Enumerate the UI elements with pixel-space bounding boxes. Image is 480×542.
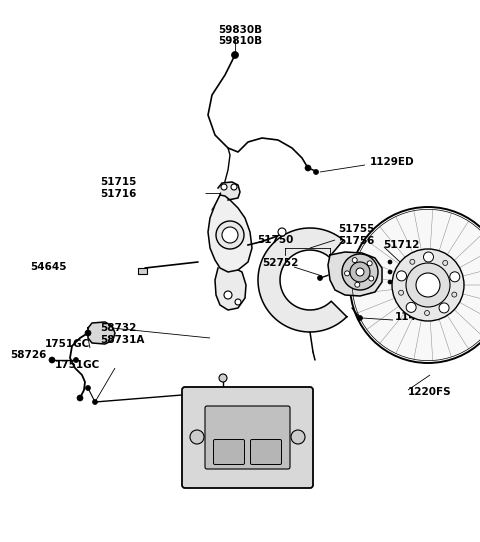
Circle shape: [224, 291, 232, 299]
Circle shape: [452, 292, 457, 297]
Circle shape: [443, 261, 448, 266]
Circle shape: [439, 303, 449, 313]
Circle shape: [235, 299, 241, 305]
Text: 59830B
59810B: 59830B 59810B: [218, 25, 262, 46]
Circle shape: [85, 385, 91, 390]
Polygon shape: [328, 252, 382, 296]
Circle shape: [350, 262, 370, 282]
Circle shape: [291, 430, 305, 444]
Circle shape: [450, 272, 460, 282]
Circle shape: [423, 252, 433, 262]
Text: 51712: 51712: [383, 240, 420, 250]
Circle shape: [231, 51, 239, 59]
Circle shape: [392, 249, 464, 321]
Polygon shape: [258, 228, 347, 332]
Circle shape: [73, 358, 79, 363]
Circle shape: [356, 268, 364, 276]
FancyBboxPatch shape: [182, 387, 313, 488]
Circle shape: [369, 276, 374, 281]
Circle shape: [85, 330, 91, 336]
Text: 1140FZ: 1140FZ: [395, 312, 439, 322]
Circle shape: [350, 207, 480, 363]
Circle shape: [190, 430, 204, 444]
FancyBboxPatch shape: [214, 440, 244, 464]
Polygon shape: [218, 182, 240, 200]
Text: 51750: 51750: [257, 235, 293, 245]
FancyBboxPatch shape: [251, 440, 281, 464]
Text: 1129ED: 1129ED: [370, 157, 415, 167]
Circle shape: [222, 227, 238, 243]
Circle shape: [416, 273, 440, 297]
Circle shape: [424, 311, 430, 315]
Circle shape: [388, 270, 392, 274]
Text: 51715
51716: 51715 51716: [100, 177, 136, 198]
Circle shape: [358, 315, 362, 320]
Circle shape: [352, 257, 357, 263]
Circle shape: [49, 357, 55, 363]
Circle shape: [278, 228, 286, 236]
Circle shape: [77, 395, 83, 401]
Circle shape: [396, 271, 407, 281]
FancyBboxPatch shape: [138, 268, 147, 274]
Text: 1220FS: 1220FS: [408, 387, 452, 397]
Circle shape: [355, 282, 360, 287]
Text: 1751GC: 1751GC: [55, 360, 100, 370]
Circle shape: [305, 165, 311, 171]
Circle shape: [398, 290, 404, 295]
Circle shape: [406, 302, 416, 312]
Circle shape: [317, 275, 323, 281]
Circle shape: [410, 259, 415, 264]
Polygon shape: [215, 268, 246, 310]
Circle shape: [93, 399, 97, 404]
Polygon shape: [208, 195, 252, 272]
Circle shape: [313, 170, 319, 175]
Text: 52752: 52752: [262, 258, 299, 268]
Circle shape: [231, 184, 237, 190]
Circle shape: [406, 263, 450, 307]
Circle shape: [388, 280, 392, 284]
Circle shape: [216, 221, 244, 249]
Circle shape: [219, 374, 227, 382]
Circle shape: [345, 271, 349, 276]
Circle shape: [221, 184, 227, 190]
Circle shape: [367, 261, 372, 266]
Text: 1751GC: 1751GC: [45, 339, 90, 349]
Text: 51755
51756: 51755 51756: [338, 224, 374, 246]
Circle shape: [342, 254, 378, 290]
Circle shape: [388, 260, 392, 264]
Text: 58726: 58726: [10, 350, 47, 360]
FancyBboxPatch shape: [205, 406, 290, 469]
Polygon shape: [88, 322, 115, 344]
Text: 58732
58731A: 58732 58731A: [100, 324, 144, 345]
Text: 54645: 54645: [30, 262, 67, 272]
